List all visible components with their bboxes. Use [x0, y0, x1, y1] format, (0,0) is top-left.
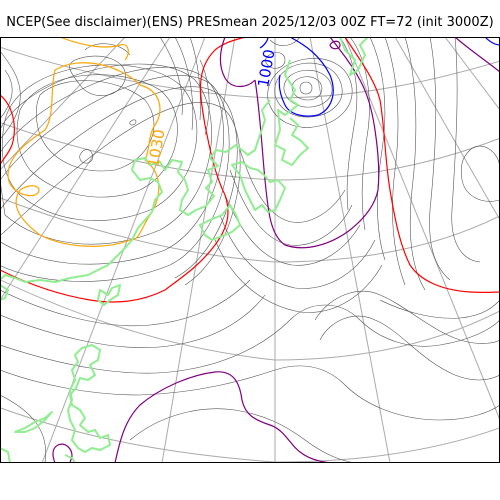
isobar-purple: [52, 37, 500, 463]
map-title: NCEP(See disclaimer)(ENS) PRESmean 2025/…: [6, 15, 494, 30]
isobars-thin-center: [214, 37, 500, 313]
latitude-lines: [0, 46, 500, 463]
meridian-lines: [0, 37, 500, 463]
coastline: [0, 37, 369, 463]
isobars-thin: [0, 37, 241, 286]
isobar-red: [0, 37, 500, 303]
contour-label-1030: 1030: [144, 128, 168, 169]
isobar-1030: [7, 37, 161, 247]
map-frame: [0, 37, 500, 463]
isobars-thin-south: [0, 279, 500, 463]
